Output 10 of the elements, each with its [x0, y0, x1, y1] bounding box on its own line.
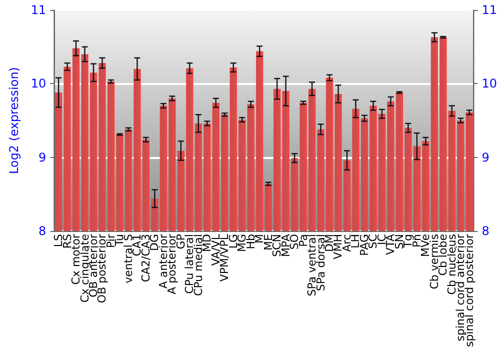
x-tick-label: A posterior	[166, 234, 179, 294]
y-tick-label: 9	[38, 150, 46, 164]
y-tick-label: 10	[30, 76, 46, 91]
y-tick-label: 8	[38, 224, 46, 238]
y2-tick-label: 11	[482, 3, 498, 17]
y2-tick-label: 9	[482, 150, 490, 164]
y-axis-title: Log2 (expression)	[7, 67, 21, 174]
y2-tick-label: 8	[482, 224, 490, 238]
y2-tick-label: 10	[482, 76, 498, 91]
y-tick-label: 11	[30, 3, 46, 17]
